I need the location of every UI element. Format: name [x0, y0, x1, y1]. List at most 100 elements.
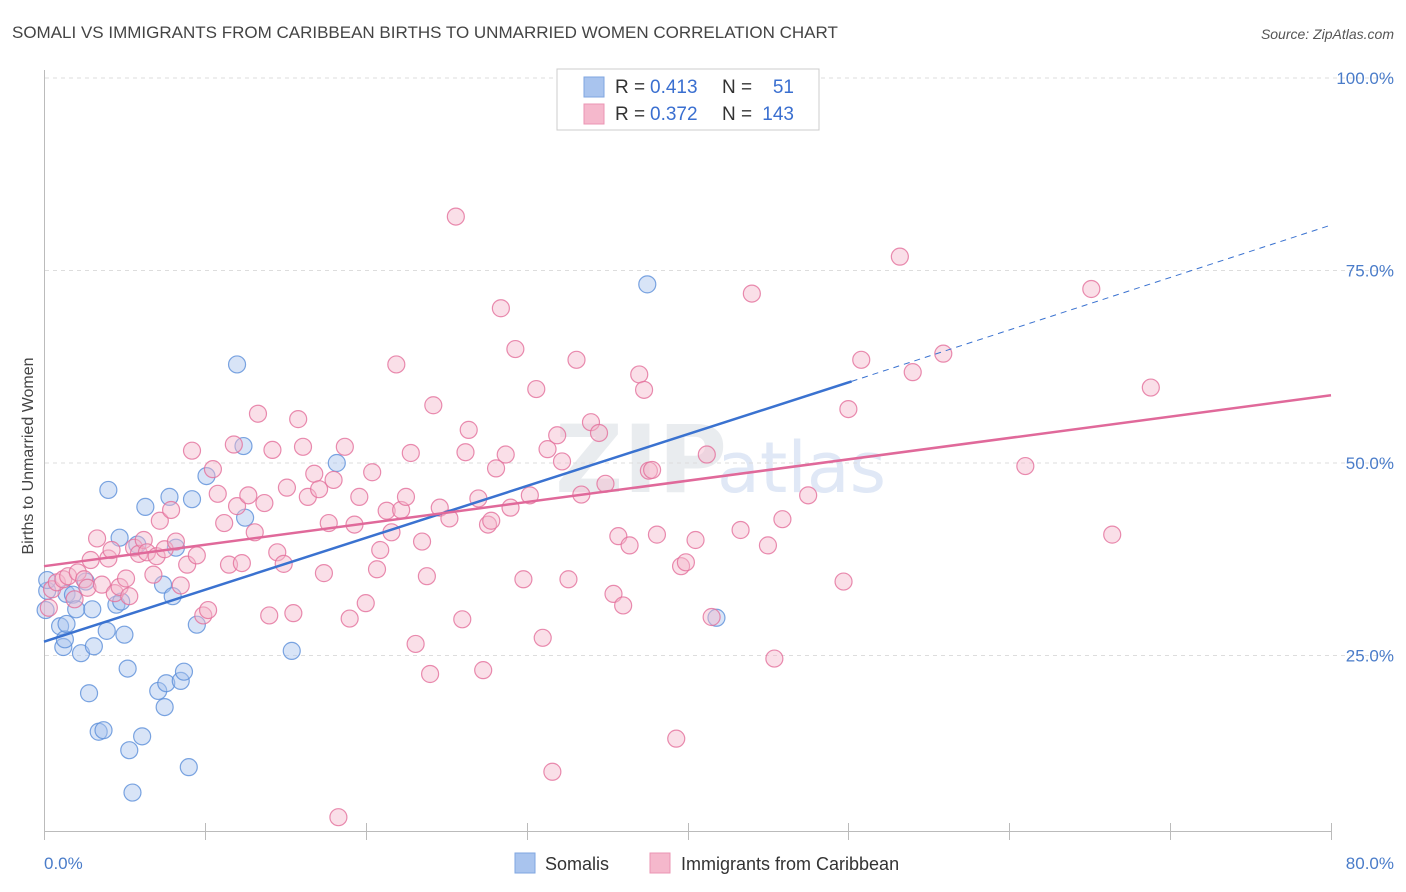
y-tick-label: 50.0%	[1346, 454, 1394, 473]
caribbean-point	[161, 500, 181, 520]
somalis-point	[174, 662, 194, 681]
caribbean-point	[552, 452, 572, 471]
caribbean-point	[742, 284, 761, 303]
bottom-legend-swatch-somalis	[514, 852, 536, 874]
caribbean-point	[417, 567, 436, 586]
legend-swatch-somalis	[583, 76, 605, 98]
caribbean-point	[350, 487, 369, 506]
legend-r-value-somalis: 0.413	[650, 77, 698, 98]
trendlines	[43, 224, 1332, 643]
y-tick-label: 100.0%	[1336, 69, 1394, 88]
caribbean-point	[78, 578, 97, 597]
caribbean-point	[496, 445, 515, 464]
caribbean-point	[277, 478, 297, 497]
caribbean-point	[799, 486, 818, 505]
caribbean-trendline	[43, 394, 1332, 568]
caribbean-point	[834, 572, 853, 591]
caribbean-point	[758, 536, 778, 555]
legend-swatch-caribbean	[583, 103, 605, 125]
caribbean-point	[486, 459, 506, 478]
bottom-legend-swatch-caribbean	[649, 852, 671, 874]
somalis-point	[136, 497, 155, 516]
caribbean-point	[92, 575, 112, 594]
caribbean-point	[567, 350, 586, 369]
somalis-point	[133, 727, 152, 746]
caribbean-point	[731, 520, 750, 540]
caribbean-point	[396, 487, 416, 506]
somalis-point	[182, 490, 202, 509]
caribbean-point	[227, 497, 247, 516]
somalis-point	[36, 600, 55, 620]
caribbean-point	[208, 484, 227, 503]
caribbean-point	[371, 540, 390, 560]
somalis-point	[118, 659, 137, 678]
caribbean-point	[309, 480, 329, 499]
watermark-zip: ZIP	[555, 406, 727, 515]
caribbean-point	[934, 344, 953, 363]
caribbean-point	[1103, 525, 1122, 544]
caribbean-point	[171, 576, 190, 595]
caribbean-point	[367, 560, 387, 579]
somalis-point	[638, 275, 657, 294]
caribbean-point	[329, 808, 348, 827]
bottom-legend-label-somalis: Somalis	[545, 854, 609, 874]
caribbean-point	[456, 443, 475, 462]
caribbean-point	[412, 532, 432, 551]
caribbean-point	[232, 553, 251, 573]
caribbean-point	[289, 410, 308, 429]
caribbean-point	[548, 426, 567, 445]
somalis-point	[227, 355, 247, 374]
caribbean-point	[614, 596, 633, 615]
caribbean-point	[356, 594, 375, 613]
caribbean-point	[105, 584, 124, 603]
somalis-point	[282, 641, 301, 660]
caribbean-point	[903, 363, 922, 382]
caribbean-point	[506, 339, 525, 359]
caribbean-point	[102, 540, 121, 560]
caribbean-point	[446, 207, 465, 226]
legend-n-value-caribbean: 143	[762, 104, 794, 125]
caribbean-point	[702, 607, 721, 627]
caribbean-point	[773, 510, 792, 529]
caribbean-point	[178, 555, 197, 574]
caribbean-point	[401, 443, 420, 463]
caribbean-point	[424, 396, 443, 415]
caribbean-point	[686, 530, 705, 550]
caribbean-point	[647, 525, 667, 544]
caribbean-point	[890, 247, 909, 266]
caribbean-point	[120, 587, 139, 606]
x-tick-label-max: 80.0%	[1346, 854, 1394, 873]
somalis-point	[120, 741, 139, 760]
somalis-point	[160, 487, 179, 506]
caribbean-point	[65, 590, 84, 609]
caribbean-point	[634, 380, 654, 399]
caribbean-point	[387, 355, 406, 374]
caribbean-point	[363, 463, 382, 482]
caribbean-point	[340, 609, 359, 628]
x-tick-label-min: 0.0%	[44, 854, 83, 873]
caribbean-point	[1016, 456, 1035, 476]
caribbean-point	[459, 420, 478, 439]
caribbean-point	[630, 365, 649, 384]
legend-box: R = 0.413 N = 51 R = 0.372 N = 143	[556, 68, 820, 131]
caribbean-point	[765, 649, 784, 668]
caribbean-point	[527, 379, 546, 399]
caribbean-point	[643, 460, 662, 480]
caribbean-point	[87, 529, 107, 548]
bottom-legend-label-caribbean: Immigrants from Caribbean	[681, 854, 899, 874]
caribbean-point	[520, 486, 539, 505]
x-ticks	[44, 823, 1332, 840]
somalis-point	[54, 637, 73, 657]
caribbean-point	[293, 437, 313, 456]
somalis-point	[707, 608, 726, 627]
chart-title: SOMALI VS IMMIGRANTS FROM CARIBBEAN BIRT…	[12, 23, 838, 42]
caribbean-point	[182, 441, 202, 460]
caribbean-point	[514, 570, 533, 589]
caribbean-point	[203, 460, 223, 479]
caribbean-point	[268, 543, 287, 562]
somalis-point	[123, 783, 142, 802]
caribbean-point	[263, 440, 282, 460]
caribbean-point	[187, 546, 206, 565]
somalis-point	[197, 466, 216, 486]
